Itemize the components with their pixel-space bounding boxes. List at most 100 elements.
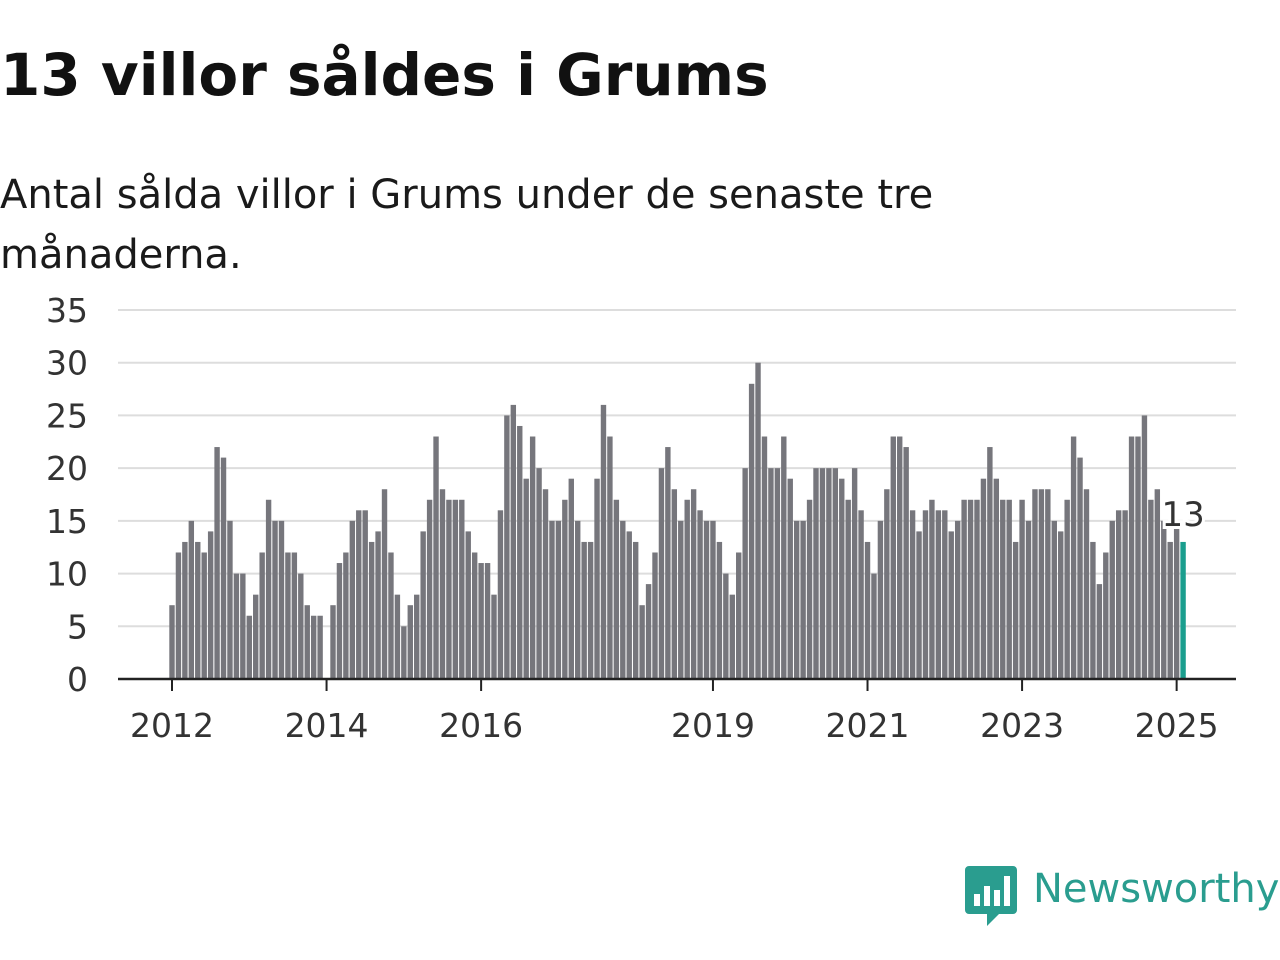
bar — [684, 499, 690, 679]
bar — [285, 552, 291, 679]
bar — [929, 499, 935, 679]
bar — [703, 520, 710, 679]
bar — [298, 573, 304, 679]
x-tick-label: 2019 — [671, 706, 755, 745]
bar — [362, 510, 368, 679]
bar — [851, 468, 858, 679]
bar — [420, 531, 426, 679]
x-tick-label: 2012 — [130, 706, 214, 745]
bar — [388, 552, 394, 679]
bar — [1045, 489, 1051, 679]
bar — [980, 478, 987, 679]
bar — [439, 489, 446, 679]
bar — [542, 489, 549, 679]
bar — [175, 552, 182, 679]
bar — [446, 499, 452, 679]
bar — [1128, 436, 1135, 679]
bar — [871, 573, 877, 679]
bar — [536, 468, 542, 679]
bar — [858, 510, 864, 679]
bar — [562, 499, 568, 679]
bar — [568, 478, 574, 679]
bar — [555, 520, 562, 679]
bar — [600, 404, 607, 679]
bar — [188, 520, 195, 679]
bar — [220, 457, 227, 679]
bar — [961, 499, 967, 679]
bar — [620, 520, 626, 679]
bar — [1070, 436, 1077, 679]
last-value-label: 13 — [1161, 495, 1204, 535]
bar — [594, 478, 600, 679]
bar — [529, 436, 536, 679]
bar — [787, 478, 793, 679]
y-tick-label: 20 — [46, 449, 88, 488]
bar — [201, 552, 207, 679]
bar — [671, 489, 678, 679]
bar — [368, 541, 375, 679]
x-tick-label: 2025 — [1135, 706, 1219, 745]
bar — [330, 605, 336, 679]
bar — [381, 489, 388, 679]
bar — [948, 531, 954, 679]
bar — [1025, 520, 1032, 679]
bar — [658, 468, 665, 679]
bar — [826, 468, 832, 679]
bar — [813, 468, 819, 679]
bar — [253, 594, 259, 679]
bar — [774, 468, 781, 679]
bar — [1012, 541, 1019, 679]
bar — [1077, 457, 1083, 679]
bar — [864, 541, 871, 679]
bar — [549, 520, 555, 679]
bar — [1135, 436, 1141, 679]
bar — [877, 520, 884, 679]
bar — [1122, 510, 1128, 679]
bar — [993, 478, 1000, 679]
bar — [336, 563, 343, 679]
bar — [214, 447, 220, 679]
bar — [497, 510, 504, 679]
bar — [317, 615, 323, 679]
bar — [697, 510, 703, 679]
bar — [246, 615, 252, 679]
bar — [748, 383, 755, 679]
bar — [459, 499, 465, 679]
bar — [967, 499, 974, 679]
bar — [954, 520, 961, 679]
bar — [265, 499, 272, 679]
bar — [1109, 520, 1115, 679]
bar — [401, 626, 407, 679]
bar — [375, 531, 381, 679]
bar — [639, 605, 645, 679]
y-tick-label: 0 — [67, 660, 88, 699]
bar — [723, 573, 729, 679]
bar — [839, 478, 845, 679]
bar — [356, 510, 362, 679]
bar — [394, 594, 401, 679]
bar — [433, 436, 439, 679]
y-tick-label: 25 — [46, 396, 88, 435]
bar — [1051, 520, 1057, 679]
bar — [182, 541, 188, 679]
bar — [742, 468, 748, 679]
bars — [169, 362, 1186, 679]
bar — [207, 531, 214, 679]
bar — [575, 520, 581, 679]
bar — [407, 605, 413, 679]
bar — [678, 520, 684, 679]
bar — [1083, 489, 1090, 679]
bar — [491, 594, 497, 679]
bar — [1032, 489, 1038, 679]
bar — [761, 436, 768, 679]
bar — [1115, 510, 1122, 679]
bar — [716, 541, 723, 679]
bar — [781, 436, 787, 679]
bar — [652, 552, 658, 679]
bar — [1103, 552, 1109, 679]
y-tick-label: 35 — [46, 291, 88, 330]
bar — [465, 531, 471, 679]
bar — [504, 415, 510, 679]
y-tick-label: 15 — [46, 502, 88, 541]
